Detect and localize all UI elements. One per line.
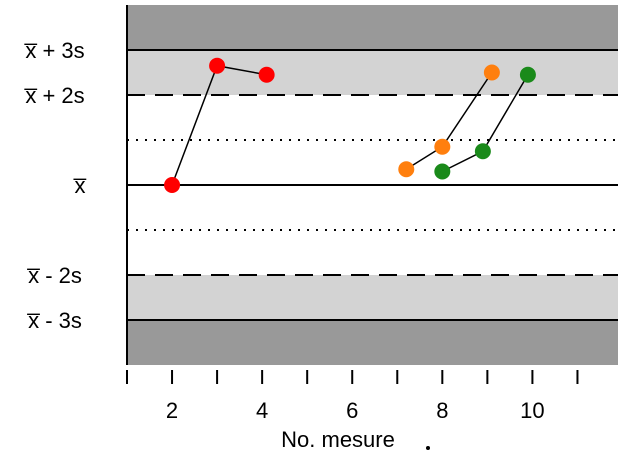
y-label-1: x̅ + 2s [24, 83, 85, 108]
x-tick-label-8: 8 [436, 398, 448, 423]
series-0-point-2 [258, 66, 275, 83]
x-tick-label-2: 2 [166, 398, 178, 423]
x-tick-label-10: 10 [520, 398, 544, 423]
x-axis-title: No. mesure [281, 427, 395, 452]
band-3 [127, 320, 618, 365]
y-label-3: x̅ [73, 173, 87, 198]
band-2 [127, 275, 618, 320]
series-group [164, 57, 536, 193]
control-bands [127, 5, 618, 365]
band-1 [127, 50, 618, 95]
band-0 [127, 5, 618, 50]
x-tick-label-6: 6 [346, 398, 358, 423]
y-label-0: x̅ + 3s [24, 38, 85, 63]
series-1-point-0 [398, 161, 415, 178]
y-label-6: x̅ - 3s [26, 308, 81, 333]
reference-lines [126, 5, 618, 365]
y-axis-labels: x̅ + 3s x̅ + 2s x̅ x̅ - 2s x̅ - 3s [24, 38, 87, 333]
y-label-5: x̅ - 2s [26, 263, 81, 288]
x-tick-label-4: 4 [256, 398, 268, 423]
series-2-point-2 [519, 66, 536, 83]
series-2-point-0 [434, 163, 451, 180]
series-1-point-2 [483, 64, 500, 81]
series-0-point-1 [209, 57, 226, 74]
series-2-point-1 [474, 143, 491, 160]
title-dot [426, 446, 430, 450]
series-1-point-1 [434, 138, 451, 155]
series-0-point-0 [164, 177, 181, 193]
x-axis: 2 4 6 8 10 [126, 370, 579, 423]
